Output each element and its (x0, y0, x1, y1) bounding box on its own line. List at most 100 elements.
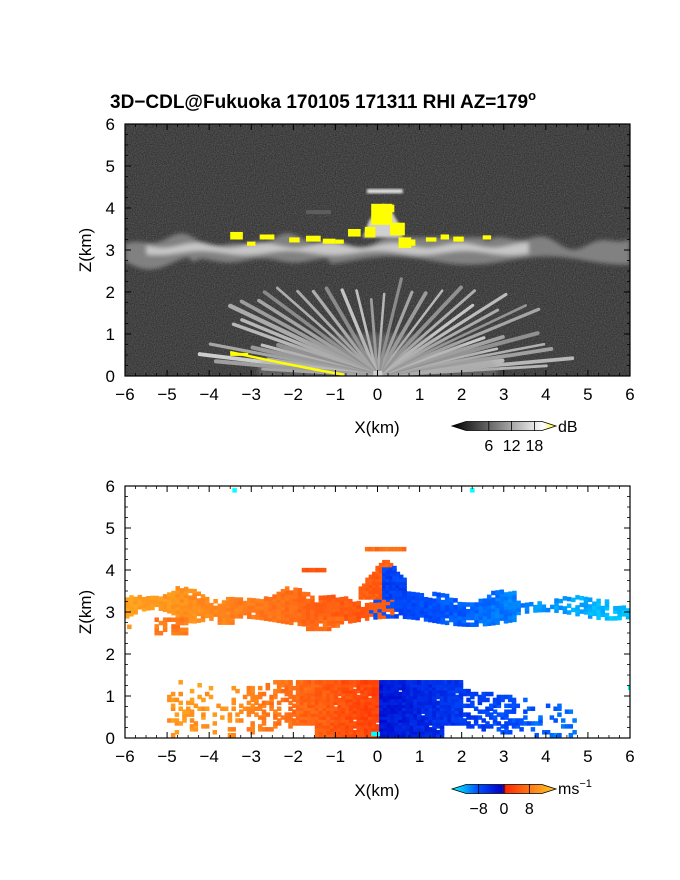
cloud-cell (175, 620, 180, 626)
cloud-cell (322, 623, 328, 628)
boundary-cell (364, 732, 369, 738)
boundary-cell (424, 700, 430, 706)
boundary-cell (333, 715, 339, 720)
cloud-cell (432, 611, 437, 617)
boundary-cell (405, 694, 411, 700)
cloud-cell (238, 604, 244, 609)
boundary-cell (311, 685, 316, 691)
boundary-cell (276, 706, 282, 711)
boundary-cell (295, 688, 301, 694)
boundary-cell (311, 718, 316, 723)
cloud-cell (402, 601, 408, 606)
boundary-cell (375, 709, 380, 714)
boundary-cell (375, 691, 380, 697)
top-x-tick-label: −1 (326, 385, 345, 404)
boundary-cell (341, 685, 346, 691)
cloud-cell (263, 603, 269, 608)
cloud-cell (402, 604, 408, 609)
cloud-cell (289, 600, 294, 605)
boundary-cell (269, 703, 274, 709)
boundary-cell (481, 724, 486, 729)
boundary-cell (326, 727, 331, 732)
cloud-cell (356, 614, 361, 619)
boundary-cell (367, 732, 373, 738)
boundary-cell (439, 724, 445, 729)
boundary-cell (462, 718, 468, 723)
cloud-cell (280, 595, 286, 601)
boundary-cell (239, 703, 244, 709)
cloud-cell (310, 602, 315, 607)
boundary-cell (314, 709, 320, 714)
boundary-cell (250, 685, 255, 691)
cloud-cell (470, 612, 475, 617)
cloud-cell (314, 626, 319, 632)
cloud-cell (158, 596, 164, 601)
cloud-cell (200, 597, 206, 603)
cloud-cell (276, 605, 281, 610)
cloud-cell (276, 618, 281, 624)
boundary-cell (534, 721, 539, 726)
cloud-cell (200, 594, 206, 599)
boundary-cell (382, 706, 388, 711)
colorbar-tick-label: 18 (526, 438, 544, 455)
top-x-tick-label: −3 (242, 385, 261, 404)
boundary-cell (333, 727, 339, 732)
saturated-echo (247, 241, 256, 246)
boundary-cell (405, 730, 411, 735)
cloud-cell (385, 607, 391, 612)
boundary-cell (356, 732, 361, 738)
boundary-cell (432, 691, 437, 697)
cloud-cell (339, 603, 345, 609)
boundary-cell (360, 688, 365, 694)
boundary-cell (530, 727, 536, 732)
tower-cell (385, 571, 390, 577)
cloud-cell (247, 597, 252, 603)
boundary-cell (451, 712, 456, 717)
cloud-cell (154, 624, 159, 629)
boundary-cell (295, 694, 301, 700)
boundary-cell (375, 694, 380, 700)
boundary-cell (303, 697, 308, 703)
boundary-cell (322, 694, 327, 700)
cloud-cell (583, 610, 589, 615)
boundary-cell (413, 680, 418, 685)
boundary-cell (288, 682, 293, 688)
boundary-cell (454, 685, 460, 691)
cloud-cell (621, 605, 627, 610)
cloud-cell (478, 598, 483, 604)
boundary-cell (250, 688, 255, 694)
boundary-cell (466, 715, 471, 720)
boundary-cell (454, 694, 460, 700)
cloud-cell (305, 592, 311, 597)
cloud-cell (196, 604, 202, 610)
cloud-cell (272, 594, 277, 599)
cloud-cell (268, 600, 273, 605)
boundary-cell (417, 680, 422, 685)
boundary-cell (439, 727, 445, 732)
boundary-cell (295, 706, 301, 711)
boundary-cell (299, 682, 305, 688)
cloud-cell (537, 604, 542, 610)
boundary-cell (454, 706, 460, 711)
cloud-cell (179, 615, 185, 620)
cloud-cell (141, 596, 147, 602)
boundary-cell (390, 715, 396, 720)
cloud-cell (373, 601, 378, 607)
boundary-cell (288, 688, 293, 694)
boundary-cell (542, 730, 547, 735)
cloud-cell (343, 613, 349, 618)
boundary-cell (428, 730, 433, 735)
cloud-cell (293, 611, 298, 616)
boundary-cell (307, 700, 312, 706)
boundary-cell (447, 709, 452, 714)
bottom-y-tick-label: 1 (106, 687, 115, 706)
cloud-cell (343, 609, 349, 615)
cloud-cell (146, 596, 151, 601)
cloud-cell (415, 602, 420, 607)
tower-cell (392, 595, 397, 600)
saturated-echo (440, 234, 450, 240)
boundary-cell (458, 718, 464, 723)
boundary-cell (303, 703, 308, 709)
cloud-cell (301, 622, 307, 627)
